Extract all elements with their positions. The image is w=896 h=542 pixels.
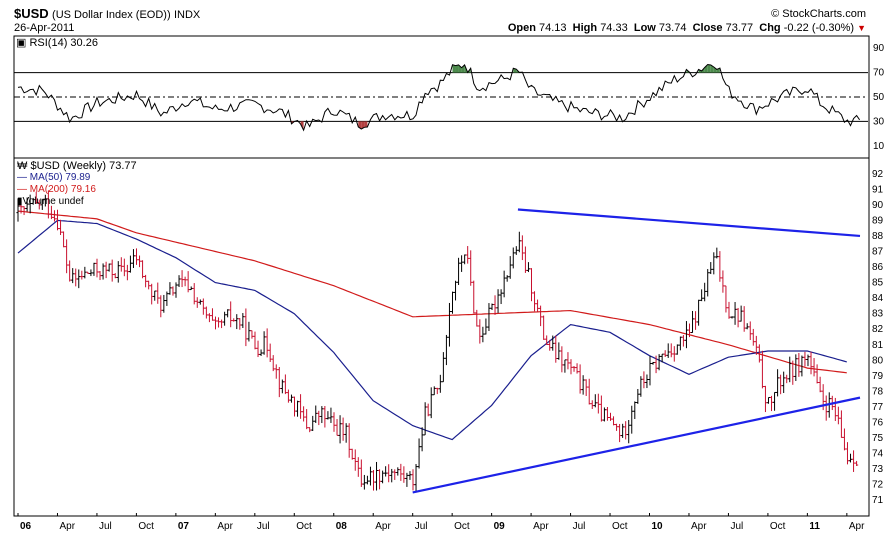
x-tick-label: Apr: [375, 521, 391, 532]
rsi-icon: ▣: [16, 37, 27, 49]
rsi-overbought-fill: [461, 64, 465, 73]
rsi-levels: [14, 72, 868, 122]
price-tick-label: 82: [872, 324, 884, 335]
price-tick-label: 88: [872, 231, 884, 242]
ma200-line: [17, 210, 847, 374]
rsi-oversold-fill: [364, 121, 368, 128]
chart-date: 26-Apr-2011: [14, 22, 75, 34]
price-bars: [16, 190, 859, 492]
legend-volume: Volume undef: [22, 196, 84, 207]
x-axis: 06 Apr Jul Oct 07 Apr Jul Oct 08 Apr Jul Oct 09 Apr Ju…: [17, 513, 865, 532]
x-tick-label: Jul: [730, 521, 743, 532]
legend-ma50: MA(50) 79.89: [29, 172, 91, 183]
exchange: INDX: [173, 9, 201, 21]
rsi-tick-label: 90: [873, 43, 885, 54]
price-tick-label: 80: [872, 355, 884, 366]
price-tick-label: 76: [872, 418, 884, 429]
price-tick-label: 73: [872, 464, 884, 475]
symbol: $USD: [14, 6, 49, 21]
rsi-tick-label: 70: [873, 68, 885, 79]
legend-ma200: MA(200) 79.16: [29, 184, 96, 195]
price-tick-label: 84: [872, 293, 884, 304]
price-tick-label: 86: [872, 262, 884, 273]
price-tick-label: 79: [872, 371, 884, 382]
rsi-overbought-fill: [704, 64, 708, 73]
down-arrow-icon: ▼: [857, 23, 866, 33]
open-value: 74.13: [539, 22, 567, 34]
x-tick-label: Jul: [99, 521, 112, 532]
x-tick-label: 10: [652, 521, 664, 532]
ma50-line-polyline: [17, 219, 847, 441]
x-tick-label: Oct: [454, 521, 470, 532]
rsi-overbought-fill: [458, 64, 462, 73]
low-value: 73.74: [658, 22, 687, 34]
legend-symbol-icon: ₩: [17, 160, 28, 172]
x-tick-label: 09: [494, 521, 506, 532]
change-value: -0.22 (-0.30%): [783, 22, 855, 34]
rsi-polyline: [17, 63, 861, 132]
x-tick-label: 07: [178, 521, 190, 532]
price-legend: ₩ $USD (Weekly) 73.77 — MA(50) 79.89 — M…: [17, 160, 137, 207]
price-tick-label: 89: [872, 215, 884, 226]
price-tick-label: 81: [872, 340, 884, 351]
price-tick-label: 71: [872, 495, 884, 506]
ohlc-readout: Open 74.13 High 74.33 Low 73.74 Close 73…: [507, 22, 866, 34]
price-yaxis: 92 91 90 89 88 87 86 85 84 83 82 81 80 79 78 77 76 75 74 73…: [872, 169, 884, 506]
price-tick-label: 72: [872, 480, 884, 491]
x-tick-label: Apr: [59, 521, 75, 532]
legend-symbol: $USD (Weekly) 73.77: [30, 160, 137, 172]
ma50-line: [17, 219, 847, 441]
price-tick-label: 92: [872, 169, 884, 180]
rsi-overbought-fill: [455, 64, 459, 73]
rsi-oversold-fill: [361, 121, 365, 130]
x-tick-label: Oct: [296, 521, 312, 532]
high-value: 74.33: [600, 22, 628, 34]
price-tick-label: 85: [872, 278, 884, 289]
x-tick-label: 06: [20, 521, 32, 532]
instrument-name: (US Dollar Index (EOD)): [52, 9, 171, 21]
price-tick-label: 83: [872, 309, 884, 320]
rsi-tick-label: 50: [873, 92, 885, 103]
close-value: 73.77: [725, 22, 754, 34]
price-tick-label: 90: [872, 200, 884, 211]
rsi-yaxis: 90 70 50 30 10: [873, 43, 885, 152]
price-tick-label: 91: [872, 184, 884, 195]
x-tick-label: Apr: [533, 521, 549, 532]
volume-icon: ▮: [17, 196, 23, 207]
rsi-overbought-fill: [452, 64, 456, 73]
price-tick-label: 74: [872, 449, 884, 460]
rsi-line: [17, 63, 861, 132]
rsi-overbought-fill: [713, 66, 717, 73]
x-tick-label: Apr: [217, 521, 233, 532]
x-tick-label: Jul: [573, 521, 586, 532]
support-trendline: [412, 396, 861, 494]
x-tick-label: 08: [336, 521, 348, 532]
x-tick-label: Oct: [138, 521, 154, 532]
rsi-tick-label: 30: [873, 116, 885, 127]
ma200-line-polyline: [17, 210, 847, 374]
price-tick-label: 75: [872, 433, 884, 444]
trendlines: [412, 208, 861, 494]
resistance-trendline: [517, 208, 861, 238]
x-tick-label: Oct: [770, 521, 786, 532]
rsi-tick-label: 10: [873, 141, 885, 152]
rsi-overbought-fill: [707, 64, 711, 73]
rsi-label: ▣ RSI(14) 30.26: [16, 37, 98, 49]
price-panel-frame: [13, 157, 870, 517]
x-tick-label: Apr: [849, 521, 865, 532]
x-tick-label: Apr: [691, 521, 707, 532]
x-tick-label: Jul: [415, 521, 428, 532]
x-tick-label: 11: [809, 521, 820, 532]
price-tick-label: 87: [872, 247, 884, 258]
copyright: © StockCharts.com: [771, 8, 866, 20]
price-tick-label: 78: [872, 386, 884, 397]
chart-title: $USD (US Dollar Index (EOD)) INDX: [14, 6, 200, 21]
x-tick-label: Oct: [612, 521, 628, 532]
price-tick-label: 77: [872, 402, 884, 413]
x-tick-label: Jul: [257, 521, 270, 532]
